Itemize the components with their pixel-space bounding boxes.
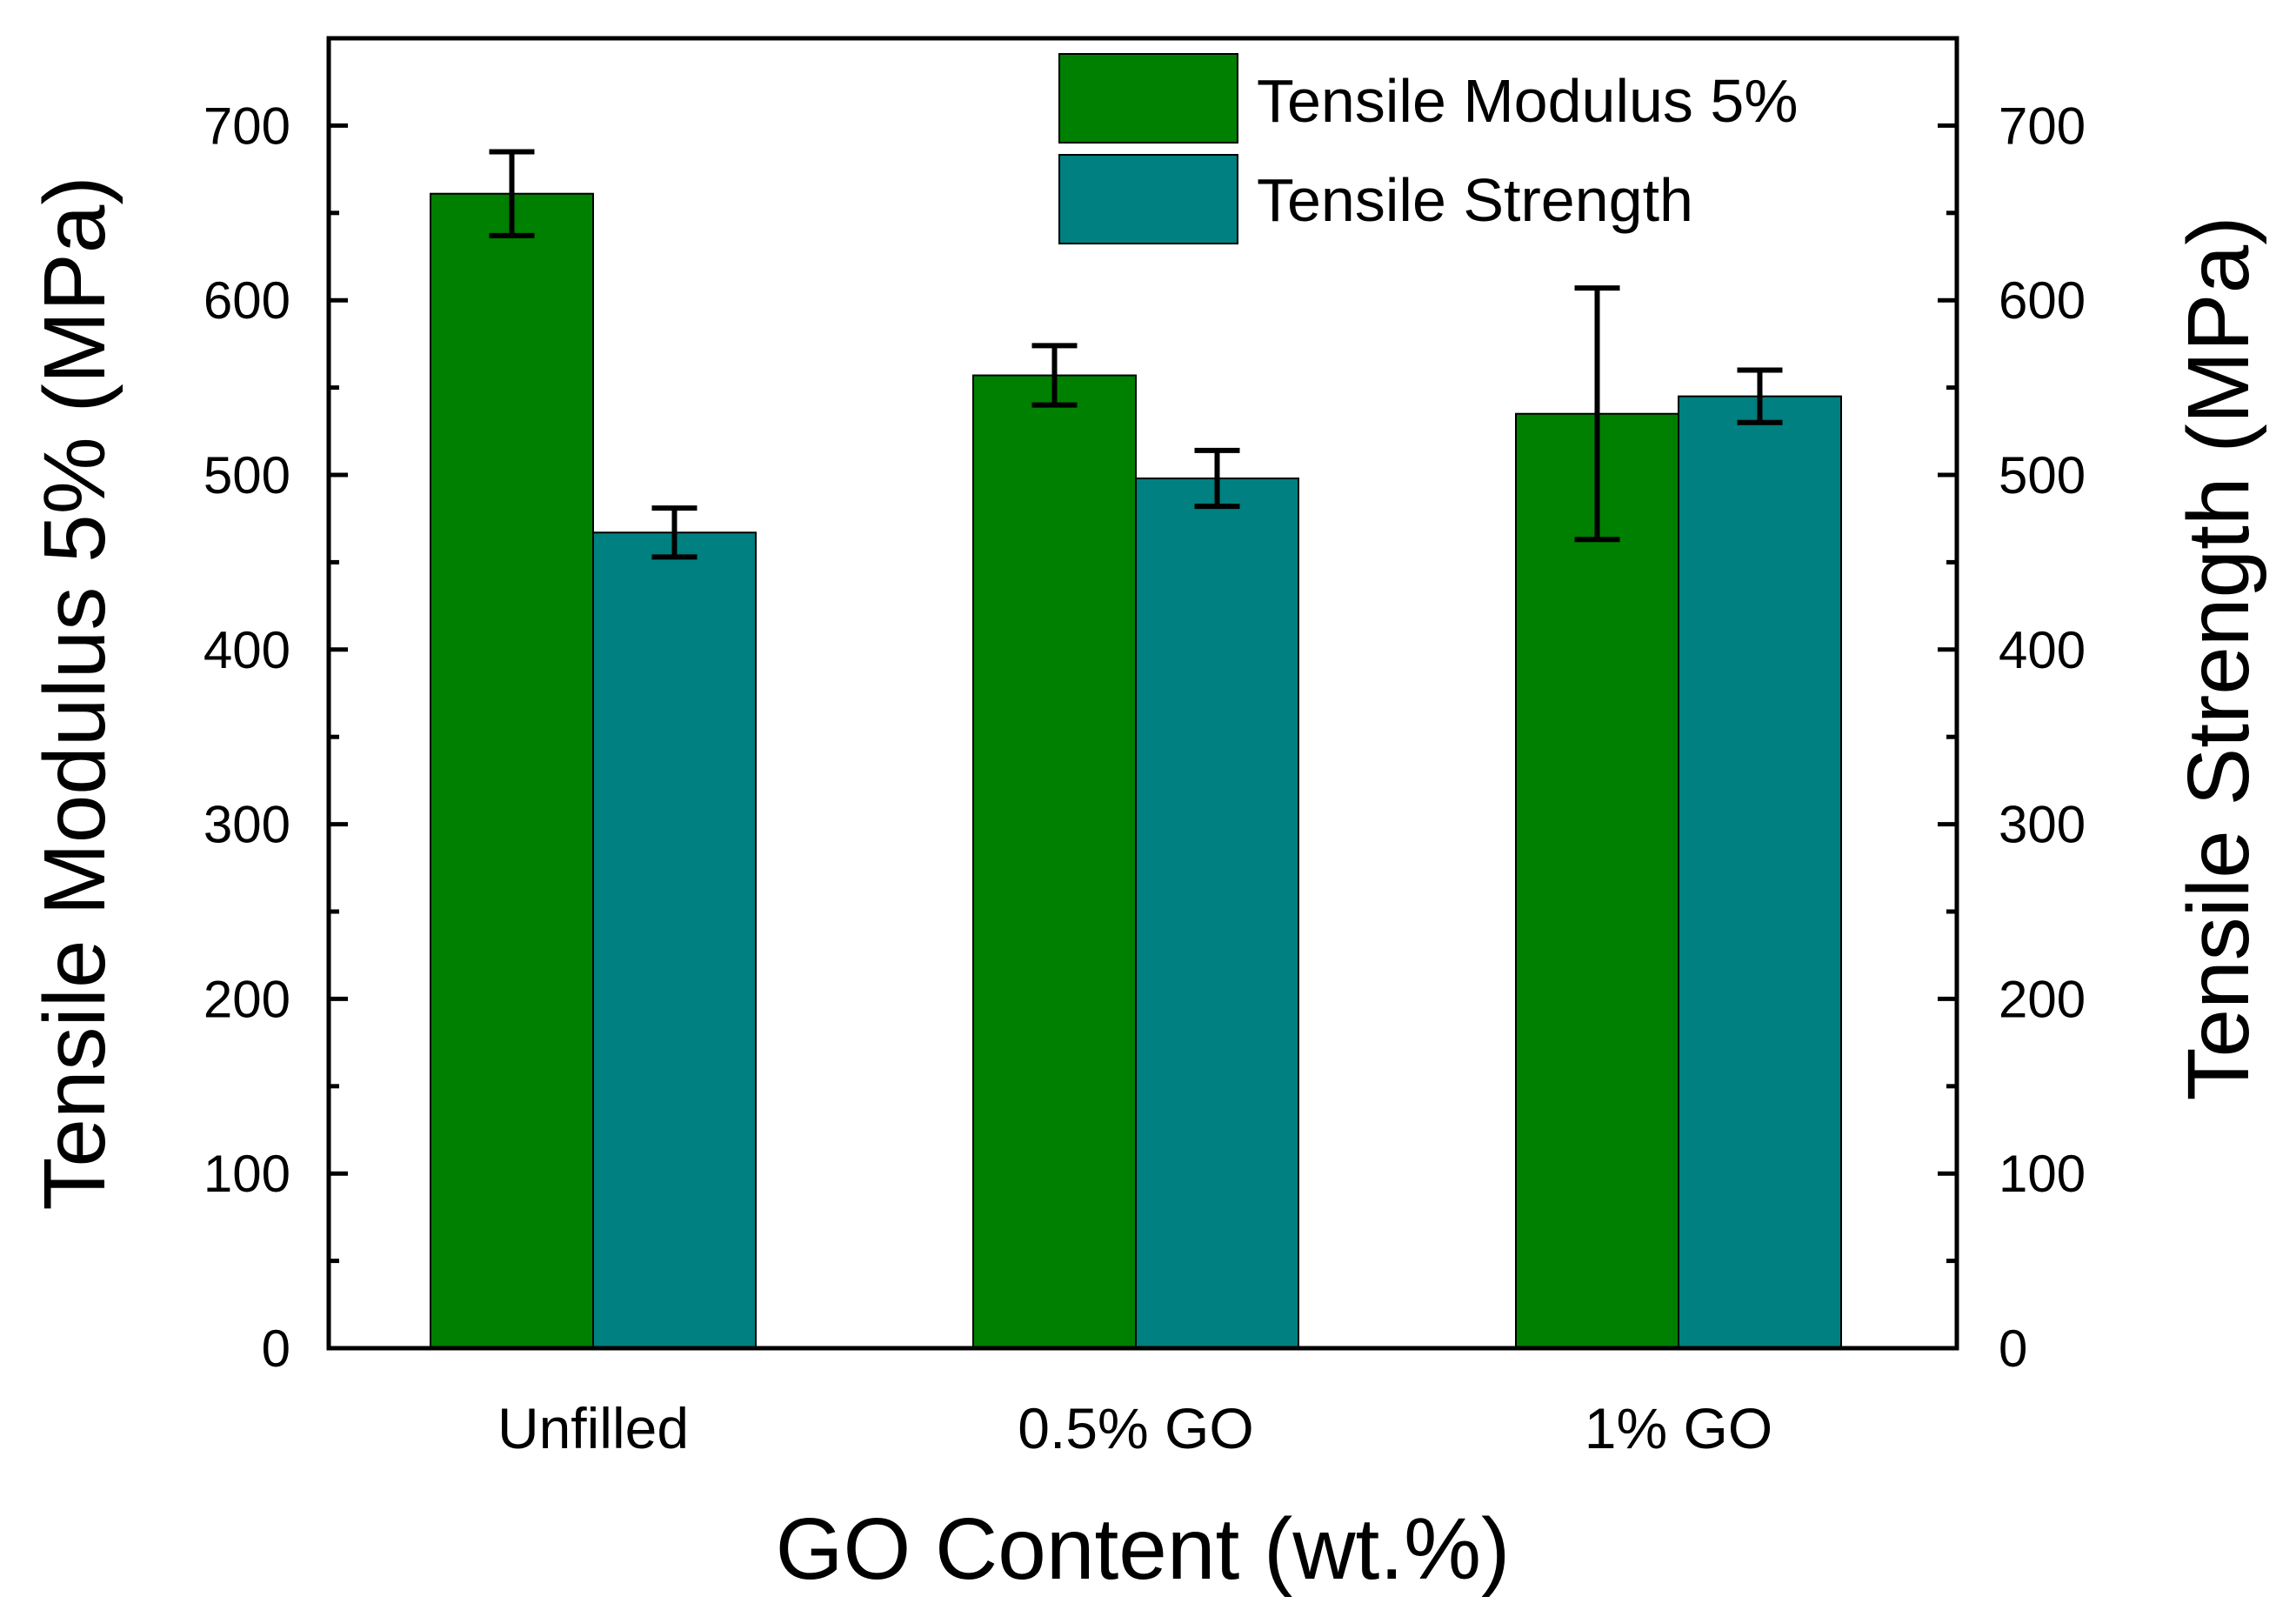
bars-layer	[430, 192, 1842, 1350]
bar-strength-0	[592, 531, 757, 1349]
y-tick-label: 0	[262, 1319, 290, 1378]
y2-axis-title: Tensile Strength (MPa)	[2170, 216, 2267, 1100]
error-bars-layer	[489, 149, 1783, 560]
y2-tick-label: 0	[1999, 1319, 2027, 1378]
legend-label-modulus: Tensile Modulus 5%	[1257, 67, 1799, 135]
y-tick-label: 600	[204, 271, 290, 330]
legend: Tensile Modulus 5% Tensile Strength	[1058, 53, 1799, 244]
y-tick-label: 400	[204, 621, 290, 679]
y-tick-label: 500	[204, 446, 290, 504]
y2-tick-label: 200	[1999, 970, 2086, 1028]
bar-modulus-2	[1515, 412, 1679, 1350]
y2-tick-label: 600	[1999, 271, 2086, 330]
y2-tick-label: 100	[1999, 1145, 2086, 1203]
x-category-label: Unfilled	[497, 1396, 689, 1460]
error-bar-modulus-0	[489, 149, 535, 238]
bar-strength-2	[1678, 395, 1842, 1349]
plot-frame	[326, 36, 1959, 1351]
legend-swatch-strength	[1058, 154, 1238, 244]
bar-strength-1	[1135, 478, 1299, 1349]
bar-modulus-1	[972, 374, 1137, 1350]
y2-tick-label: 300	[1999, 796, 2086, 854]
y-tick-label: 700	[204, 97, 290, 155]
x-axis-title: GO Content (wt.%)	[776, 1500, 1511, 1598]
y2-tick-label: 500	[1999, 446, 2086, 504]
labels-layer: 0 0 100 100 200 200 300 300 400 400 500 500 600 600 70…	[204, 97, 2086, 1460]
y-tick-label: 300	[204, 796, 290, 854]
y-tick-label: 200	[204, 970, 290, 1028]
error-bar-modulus-2	[1574, 285, 1620, 543]
y-tick-label: 100	[204, 1145, 290, 1203]
y2-tick-label: 700	[1999, 97, 2086, 155]
x-category-label: 0.5% GO	[1018, 1396, 1253, 1460]
y2-tick-label: 400	[1999, 621, 2086, 679]
legend-swatch-modulus	[1058, 53, 1238, 144]
y-axis-title: Tensile Modulus 5% (MPa)	[26, 176, 123, 1210]
error-bar-strength-0	[651, 505, 697, 560]
error-bar-strength-1	[1194, 447, 1240, 510]
error-bar-modulus-1	[1031, 343, 1078, 408]
x-category-label: 1% GO	[1585, 1396, 1772, 1460]
legend-label-strength: Tensile Strength	[1257, 166, 1693, 234]
bar-modulus-0	[430, 192, 594, 1349]
error-bar-strength-2	[1737, 367, 1783, 425]
